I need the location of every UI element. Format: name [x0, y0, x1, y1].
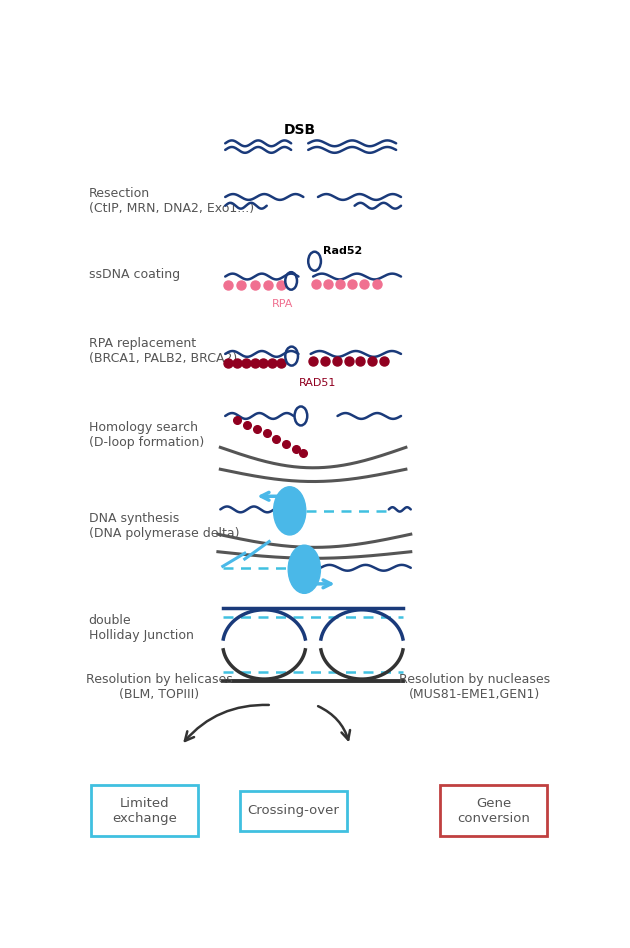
Text: DSB: DSB — [284, 123, 316, 137]
Text: Resolution by helicases
(BLM, TOPIII): Resolution by helicases (BLM, TOPIII) — [86, 673, 232, 701]
Circle shape — [288, 545, 321, 593]
Text: double
Holliday Junction: double Holliday Junction — [88, 614, 193, 643]
Text: ssDNA coating: ssDNA coating — [88, 268, 180, 281]
Text: Homology search
(D-loop formation): Homology search (D-loop formation) — [88, 421, 203, 449]
Text: Gene
conversion: Gene conversion — [457, 797, 530, 825]
Text: Limited
exchange: Limited exchange — [112, 797, 177, 825]
Text: RPA: RPA — [272, 300, 294, 309]
Text: RAD51: RAD51 — [299, 378, 336, 388]
Text: DNA synthesis
(DNA polymerase delta): DNA synthesis (DNA polymerase delta) — [88, 512, 239, 540]
Text: Crossing-over: Crossing-over — [248, 804, 340, 817]
Text: Resolution by nucleases
(MUS81-EME1,GEN1): Resolution by nucleases (MUS81-EME1,GEN1… — [399, 673, 550, 701]
Text: RPA replacement
(BRCA1, PALB2, BRCA2): RPA replacement (BRCA1, PALB2, BRCA2) — [88, 337, 237, 365]
Circle shape — [273, 486, 306, 535]
Text: Resection
(CtIP, MRN, DNA2, Exo1...): Resection (CtIP, MRN, DNA2, Exo1...) — [88, 188, 254, 215]
Text: Rad52: Rad52 — [323, 246, 362, 256]
